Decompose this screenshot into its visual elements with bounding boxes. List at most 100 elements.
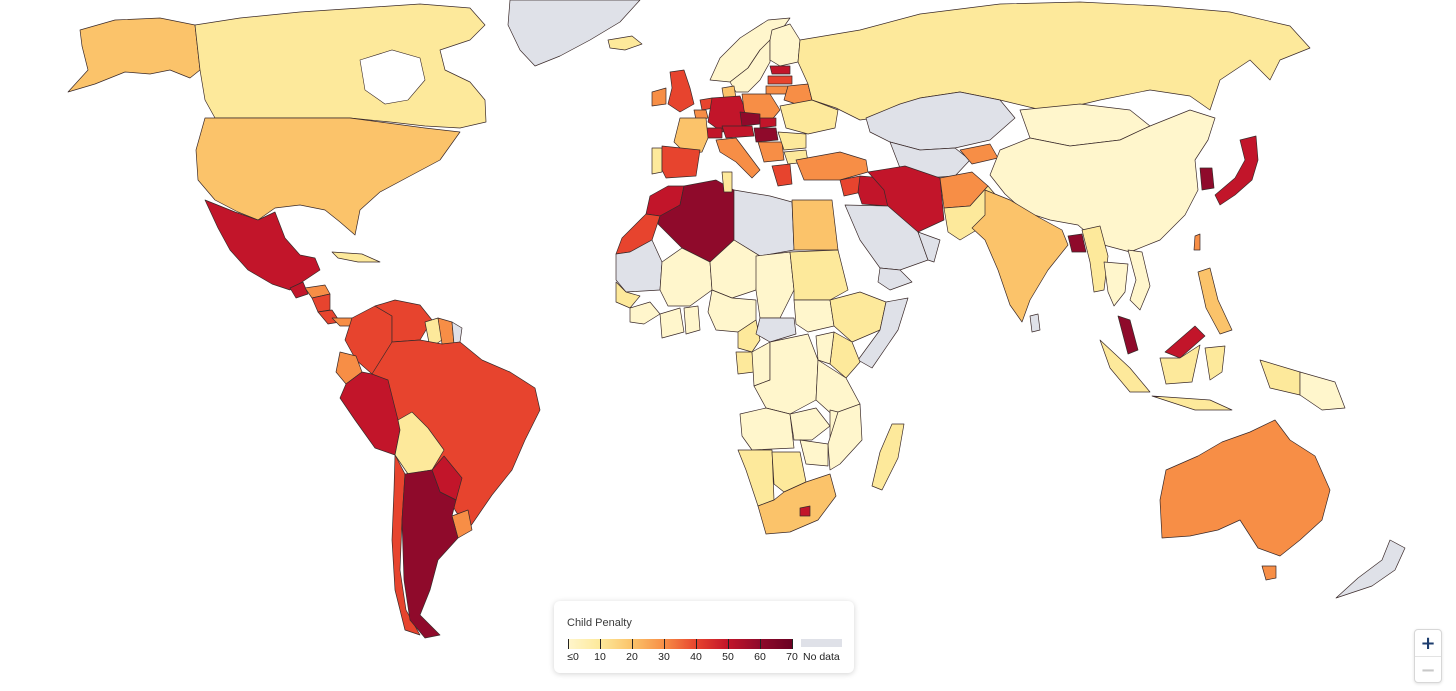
country-sudan[interactable] (789, 249, 849, 301)
country-united-kingdom[interactable] (667, 69, 695, 113)
country-kazakhstan[interactable] (865, 91, 1016, 151)
country-south-sudan[interactable] (793, 299, 835, 333)
country-oman[interactable] (917, 231, 941, 263)
country-malaysia[interactable] (1117, 315, 1139, 355)
country-south-korea[interactable] (1199, 167, 1215, 191)
country-belgium[interactable] (693, 109, 709, 121)
country-yemen[interactable] (877, 267, 913, 291)
country-mali[interactable] (659, 247, 713, 307)
legend-tick-label: 70 (786, 651, 798, 663)
country-italy[interactable] (715, 137, 761, 179)
country-austria[interactable] (721, 125, 755, 139)
legend-tick (760, 639, 761, 649)
legend-color-segment (696, 639, 728, 649)
zoom-in-button[interactable]: + (1415, 630, 1441, 657)
legend-color-segment (760, 639, 792, 649)
country-serbia[interactable] (757, 141, 785, 163)
country-central-african-republic[interactable] (755, 317, 797, 343)
country-slovakia[interactable] (759, 117, 777, 129)
legend-tick-label: 30 (658, 651, 670, 663)
zoom-out-button[interactable]: − (1420, 659, 1436, 681)
country-south-africa[interactable] (757, 473, 837, 535)
country-greenland[interactable] (507, 0, 641, 67)
country-canada[interactable] (194, 3, 487, 129)
country-papua-new-guinea[interactable] (1299, 371, 1346, 411)
legend-tick (696, 639, 697, 649)
country-iceland[interactable] (607, 35, 643, 51)
country-india[interactable] (971, 189, 1069, 323)
country-saudi-arabia[interactable] (844, 204, 929, 271)
legend-no-data-swatch (801, 639, 842, 647)
country-russia[interactable] (797, 1, 1311, 121)
country-hungary[interactable] (753, 127, 779, 143)
country-romania[interactable] (777, 131, 807, 151)
country-lithuania[interactable] (765, 85, 789, 95)
legend-color-segment (600, 639, 632, 649)
country-cote-divoire[interactable] (659, 307, 685, 339)
legend-tick (728, 639, 729, 649)
zoom-control: + − (1414, 629, 1442, 683)
country-madagascar[interactable] (871, 423, 905, 491)
country-cameroon[interactable] (737, 319, 761, 353)
legend-tick (632, 639, 633, 649)
country-bangladesh[interactable] (1067, 233, 1087, 253)
country-myanmar[interactable] (1081, 225, 1109, 293)
country-france[interactable] (673, 117, 709, 155)
legend-tick-label: ≤0 (567, 651, 579, 663)
country-cuba[interactable] (331, 251, 381, 263)
country-borneo-malaysia[interactable] (1164, 325, 1206, 359)
country-zambia[interactable] (789, 407, 831, 441)
country-czech-republic[interactable] (739, 111, 761, 127)
country-sweden[interactable] (729, 39, 771, 93)
country-ghana[interactable] (683, 305, 701, 335)
country-switzerland[interactable] (705, 127, 723, 139)
legend-color-scale (568, 639, 792, 649)
legend-tick-label: 10 (594, 651, 606, 663)
country-ireland[interactable] (651, 87, 667, 107)
country-sri-lanka[interactable] (1029, 313, 1041, 333)
country-egypt[interactable] (791, 199, 839, 251)
legend-color-segment (664, 639, 696, 649)
country-estonia[interactable] (769, 65, 791, 75)
country-latvia[interactable] (767, 75, 793, 85)
country-greece[interactable] (771, 163, 793, 187)
country-uganda[interactable] (815, 331, 835, 365)
legend-tick (600, 639, 601, 649)
legend-tick-label: 20 (626, 651, 638, 663)
country-japan[interactable] (1214, 135, 1259, 206)
country-guinea[interactable] (629, 301, 661, 325)
legend-color-segment (632, 639, 664, 649)
country-gabon[interactable] (735, 351, 755, 375)
country-thailand[interactable] (1103, 261, 1129, 307)
country-philippines[interactable] (1197, 267, 1233, 335)
country-guatemala[interactable] (289, 281, 309, 299)
country-mexico[interactable] (204, 199, 321, 291)
country-tasmania[interactable] (1261, 565, 1277, 581)
legend-tick-label: 60 (754, 651, 766, 663)
legend-color-segment (568, 639, 600, 649)
country-taiwan[interactable] (1193, 233, 1201, 251)
country-new-zealand[interactable] (1335, 539, 1406, 599)
country-vietnam[interactable] (1127, 249, 1151, 311)
legend-tick (568, 639, 569, 649)
country-portugal[interactable] (651, 147, 663, 175)
hudson-bay (359, 49, 426, 105)
country-argentina[interactable] (401, 469, 459, 639)
country-indonesia[interactable] (1099, 339, 1301, 411)
country-somalia[interactable] (857, 297, 909, 369)
country-senegal[interactable] (615, 281, 641, 309)
country-alaska[interactable] (67, 17, 201, 93)
country-spain[interactable] (661, 145, 701, 179)
country-angola[interactable] (739, 407, 795, 451)
country-zimbabwe[interactable] (799, 439, 829, 467)
country-lesotho[interactable] (799, 505, 811, 517)
country-tunisia[interactable] (721, 171, 733, 193)
country-australia[interactable] (1159, 419, 1331, 557)
country-united-states[interactable] (195, 117, 461, 236)
country-finland[interactable] (769, 23, 801, 67)
legend-tick-label: 40 (690, 651, 702, 663)
legend-tick (792, 639, 793, 649)
country-venezuela[interactable] (374, 299, 433, 343)
country-iran[interactable] (867, 165, 945, 233)
